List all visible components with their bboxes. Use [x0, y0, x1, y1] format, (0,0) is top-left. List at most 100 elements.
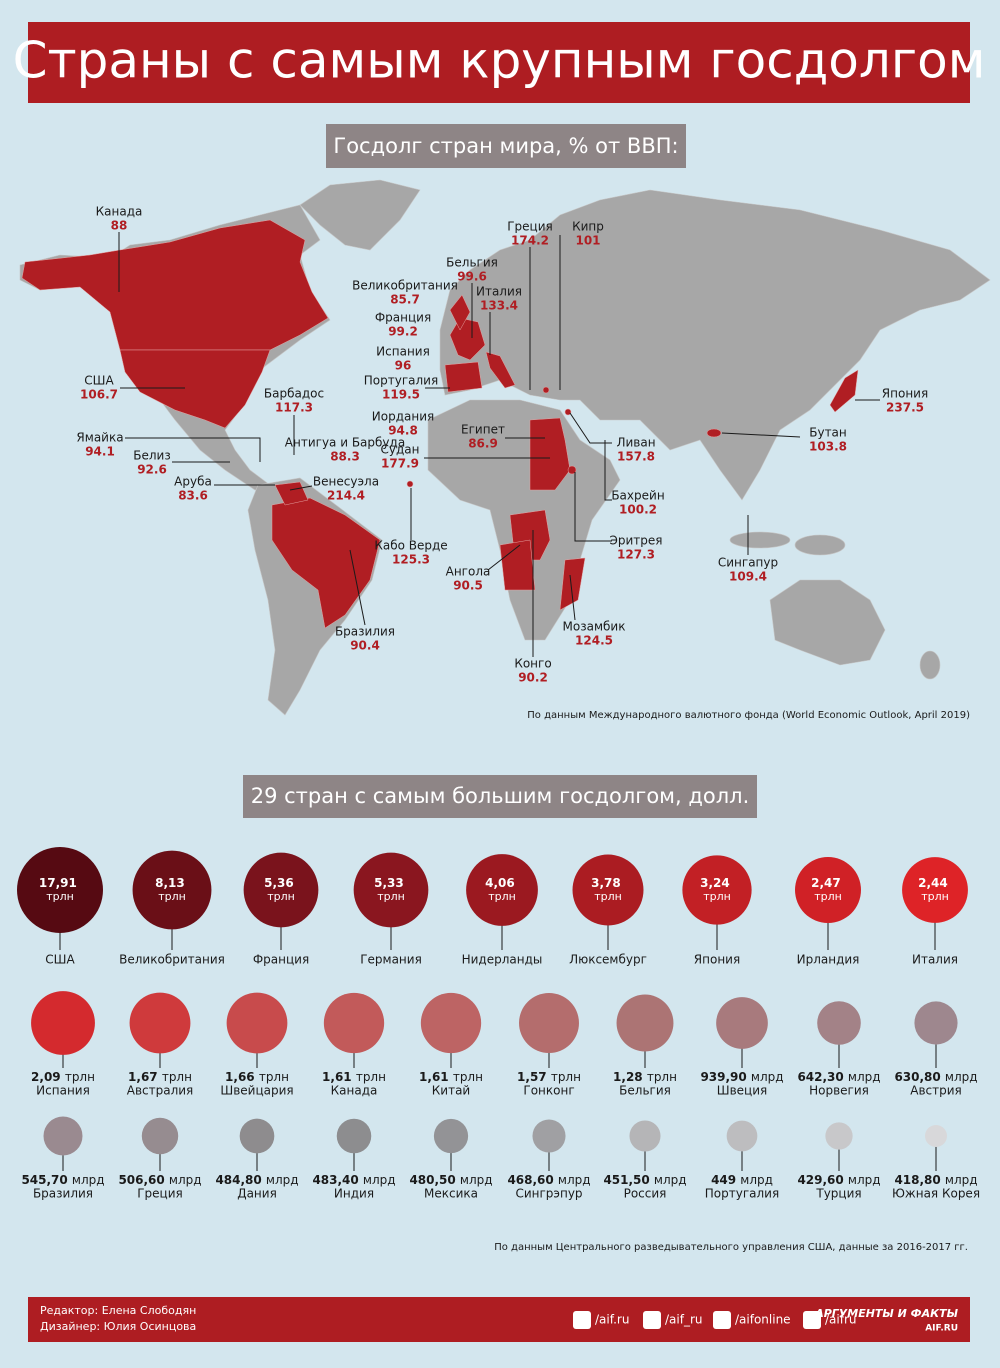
value-label: 451,50 млрд — [603, 1173, 686, 1187]
country-value: 85.7 — [390, 293, 420, 307]
value-label: 2,09 трлн — [31, 1070, 95, 1084]
logo-site: AIF.RU — [925, 1324, 958, 1334]
bubble — [902, 857, 968, 923]
land — [439, 189, 991, 501]
social-icon — [713, 1311, 731, 1329]
category-label: Австралия — [127, 1084, 194, 1098]
leader-line — [487, 544, 521, 571]
country-value: 133.4 — [480, 299, 518, 313]
social-link[interactable]: /aifonline — [735, 1313, 791, 1327]
country-value: 124.5 — [575, 634, 613, 648]
value-label: 1,28 трлн — [613, 1070, 677, 1084]
country-name: Ангола — [446, 565, 491, 579]
value-label: 630,80 млрд — [894, 1070, 977, 1084]
bubble — [31, 991, 95, 1055]
social-links: /aif.ru/aif_ru/aifonline/aifru — [573, 1311, 857, 1329]
bubble — [433, 1118, 469, 1154]
bubble — [239, 1118, 275, 1154]
bubble — [914, 1001, 958, 1045]
social-link[interactable]: /aifru — [825, 1313, 857, 1327]
country-name: Бельгия — [446, 256, 498, 270]
category-label: Индия — [334, 1187, 374, 1201]
value-label: 5,33 трлн — [374, 876, 408, 904]
country-value: 109.4 — [729, 570, 767, 584]
bubble — [519, 993, 579, 1053]
value-label: 3,24 трлн — [700, 876, 734, 904]
value-label: 1,66 трлн — [225, 1070, 289, 1084]
category-label: Канада — [331, 1084, 378, 1098]
bubble — [336, 1118, 372, 1154]
highlight — [499, 539, 536, 591]
world-map — [19, 179, 991, 716]
category-label: Гонконг — [523, 1084, 574, 1098]
category-label: Германия — [360, 953, 422, 967]
bubble — [420, 992, 482, 1054]
value-label: 545,70 млрд — [21, 1173, 104, 1187]
category-label: Франция — [253, 953, 309, 967]
highlight — [829, 369, 859, 413]
highlight — [564, 408, 572, 416]
title: Страны с самым крупным госдолгом — [13, 32, 986, 90]
designer: Дизайнер: Юлия Осинцова — [40, 1320, 196, 1333]
country-value: 96 — [395, 359, 412, 373]
value-label: 1,61 трлн — [419, 1070, 483, 1084]
value-label: 17,91 трлн — [39, 876, 81, 904]
country-value: 94.1 — [85, 445, 115, 459]
value-label: 483,40 млрд — [312, 1173, 395, 1187]
chart-title: 29 стран с самым большим госдолгом, долл… — [251, 784, 750, 808]
highlight — [567, 465, 577, 475]
leader-line — [125, 437, 261, 462]
country-value: 117.3 — [275, 401, 313, 415]
country-name: Ямайка — [76, 431, 123, 445]
bubble — [323, 992, 385, 1054]
country-name: Италия — [476, 285, 522, 299]
country-value: 100.2 — [619, 503, 657, 517]
value-label: 1,67 трлн — [128, 1070, 192, 1084]
bubble — [17, 847, 103, 933]
country-name: США — [84, 374, 114, 388]
value-label: 642,30 млрд — [797, 1070, 880, 1084]
chart-source: По данным Центрального разведывательного… — [494, 1242, 968, 1253]
country-value: 237.5 — [886, 401, 924, 415]
country-value: 127.3 — [617, 548, 655, 562]
category-label: США — [45, 953, 75, 967]
bubble — [716, 997, 768, 1049]
category-label: Китай — [432, 1084, 470, 1098]
social-link[interactable]: /aif_ru — [665, 1313, 703, 1327]
subtitle-box — [326, 124, 686, 168]
value-label: 506,60 млрд — [118, 1173, 201, 1187]
country-value: 86.9 — [468, 437, 498, 451]
bubble-chart: 17,91 трлн США 8,13 трлн Великобритания 5,36… — [17, 847, 980, 1201]
country-value: 174.2 — [511, 234, 549, 248]
highlight — [119, 349, 271, 429]
country-value: 88.3 — [330, 450, 360, 464]
country-name: Франция — [375, 311, 431, 325]
highlight — [449, 294, 471, 331]
category-label: Сингрэпур — [515, 1187, 582, 1201]
category-label: Норвегия — [809, 1084, 869, 1098]
highlight — [271, 497, 381, 629]
leader-line — [721, 432, 801, 438]
category-label: Южная Корея — [892, 1187, 980, 1201]
bubble — [466, 854, 538, 926]
bubble — [132, 850, 212, 930]
bubble — [825, 1122, 853, 1150]
social-icon — [803, 1311, 821, 1329]
country-value: 103.8 — [809, 440, 847, 454]
social-link[interactable]: /aif.ru — [595, 1313, 629, 1327]
country-name: Япония — [882, 387, 928, 401]
country-name: Барбадос — [264, 387, 324, 401]
value-label: 468,60 млрд — [507, 1173, 590, 1187]
value-label: 8,13 трлн — [155, 876, 189, 904]
country-value: 177.9 — [381, 457, 419, 471]
highlight — [542, 386, 550, 394]
country-name: Португалия — [364, 374, 438, 388]
country-name: Сингапур — [718, 556, 778, 570]
country-name: Испания — [376, 345, 430, 359]
country-name: Бахрейн — [611, 489, 664, 503]
category-label: Турция — [815, 1187, 861, 1201]
bubble — [226, 992, 288, 1054]
country-value: 83.6 — [178, 489, 208, 503]
